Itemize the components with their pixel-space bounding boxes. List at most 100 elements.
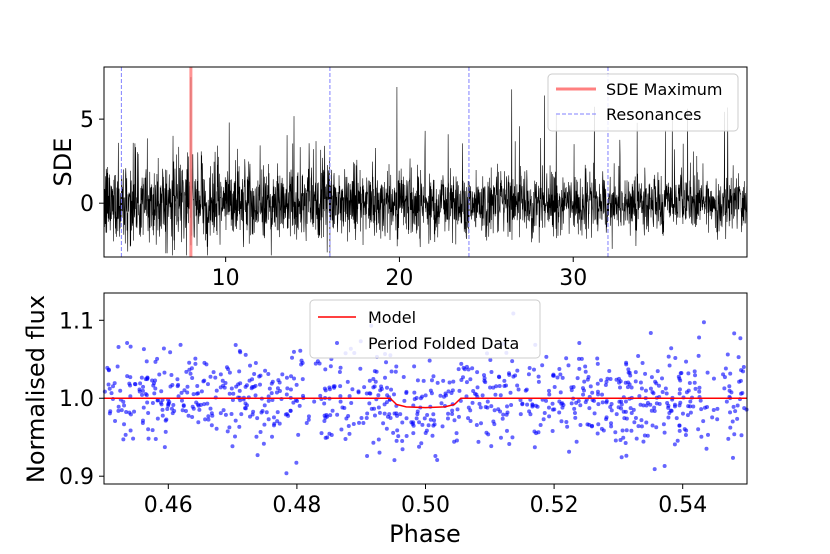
data-point bbox=[673, 356, 678, 361]
data-point bbox=[221, 408, 226, 413]
data-point bbox=[157, 372, 162, 377]
data-point bbox=[161, 346, 166, 351]
data-point bbox=[248, 363, 253, 368]
data-point bbox=[238, 398, 243, 403]
data-point bbox=[569, 401, 574, 406]
data-point bbox=[633, 370, 638, 375]
data-point bbox=[411, 420, 416, 425]
data-point bbox=[133, 382, 138, 387]
folded-panel: 0.46 0.48 0.50 0.52 0.54 0.9 1.0 1.1 Normalise… bbox=[22, 292, 749, 548]
data-point bbox=[225, 429, 230, 434]
data-point bbox=[573, 415, 578, 420]
data-point bbox=[244, 383, 249, 388]
data-point bbox=[651, 391, 656, 396]
data-point bbox=[131, 436, 136, 441]
legend-data-marker bbox=[335, 341, 339, 345]
data-point bbox=[301, 393, 306, 398]
data-point bbox=[226, 367, 231, 372]
data-point bbox=[284, 375, 289, 380]
data-point bbox=[722, 375, 727, 380]
data-point bbox=[323, 388, 328, 393]
data-point bbox=[253, 393, 258, 398]
data-point bbox=[669, 346, 674, 351]
data-point bbox=[578, 423, 583, 428]
data-point bbox=[250, 377, 255, 382]
data-point bbox=[209, 423, 214, 428]
data-point bbox=[569, 385, 574, 390]
data-point bbox=[223, 412, 228, 417]
data-point bbox=[400, 439, 405, 444]
data-point bbox=[596, 392, 601, 397]
data-point bbox=[267, 386, 272, 391]
data-point bbox=[338, 399, 343, 404]
data-point bbox=[208, 406, 213, 411]
data-point bbox=[421, 378, 426, 383]
data-point bbox=[155, 416, 160, 421]
data-point bbox=[723, 366, 728, 371]
data-point bbox=[639, 386, 644, 391]
data-point bbox=[557, 366, 562, 371]
data-point bbox=[732, 331, 737, 336]
data-point bbox=[218, 411, 223, 416]
data-point bbox=[479, 421, 484, 426]
data-point bbox=[742, 406, 747, 411]
data-point bbox=[269, 391, 274, 396]
data-point bbox=[698, 398, 703, 403]
data-point bbox=[438, 393, 443, 398]
folded-x-tick-label-0: 0.46 bbox=[144, 493, 193, 518]
data-point bbox=[697, 389, 702, 394]
model-line bbox=[104, 397, 747, 409]
data-point bbox=[300, 377, 305, 382]
data-point bbox=[489, 370, 494, 375]
data-point bbox=[574, 439, 579, 444]
data-point bbox=[488, 358, 493, 363]
data-point bbox=[684, 359, 689, 364]
data-point bbox=[652, 409, 657, 414]
data-point bbox=[295, 399, 300, 404]
data-point bbox=[654, 381, 659, 386]
data-point bbox=[254, 434, 259, 439]
periodogram-legend: SDE Maximum Resonances bbox=[547, 73, 739, 132]
data-point bbox=[489, 404, 494, 409]
data-point bbox=[291, 400, 296, 405]
data-point bbox=[551, 373, 556, 378]
data-point bbox=[516, 387, 521, 392]
folded-x-ticks: 0.46 0.48 0.50 0.52 0.54 bbox=[144, 484, 707, 518]
data-point bbox=[530, 403, 535, 408]
data-point bbox=[617, 399, 622, 404]
data-point bbox=[340, 405, 345, 410]
data-point bbox=[492, 408, 497, 413]
data-point bbox=[727, 384, 732, 389]
legend-sde-maximum-label: SDE Maximum bbox=[606, 80, 723, 99]
data-point bbox=[559, 401, 564, 406]
data-point bbox=[544, 354, 549, 359]
data-point bbox=[578, 403, 583, 408]
data-point bbox=[641, 439, 646, 444]
data-point bbox=[116, 345, 121, 350]
data-point bbox=[510, 359, 515, 364]
folded-x-label: Phase bbox=[389, 520, 461, 548]
data-point bbox=[218, 372, 223, 377]
data-point bbox=[687, 381, 692, 386]
data-point bbox=[546, 388, 551, 393]
data-point bbox=[277, 380, 282, 385]
data-point bbox=[697, 385, 702, 390]
data-point bbox=[210, 413, 215, 418]
data-point bbox=[544, 398, 549, 403]
data-point bbox=[318, 393, 323, 398]
data-point bbox=[650, 423, 655, 428]
data-point bbox=[289, 374, 294, 379]
data-point bbox=[160, 413, 165, 418]
data-point bbox=[667, 410, 672, 415]
data-point bbox=[243, 406, 247, 411]
data-point bbox=[470, 366, 475, 371]
data-point bbox=[605, 376, 610, 381]
data-point bbox=[190, 404, 195, 409]
data-point bbox=[595, 361, 600, 366]
data-point bbox=[292, 376, 297, 381]
data-point bbox=[193, 361, 198, 366]
data-point bbox=[599, 378, 604, 383]
data-point bbox=[140, 418, 145, 423]
data-point bbox=[141, 384, 146, 389]
folded-y-tick-label-0: 0.9 bbox=[59, 465, 94, 490]
